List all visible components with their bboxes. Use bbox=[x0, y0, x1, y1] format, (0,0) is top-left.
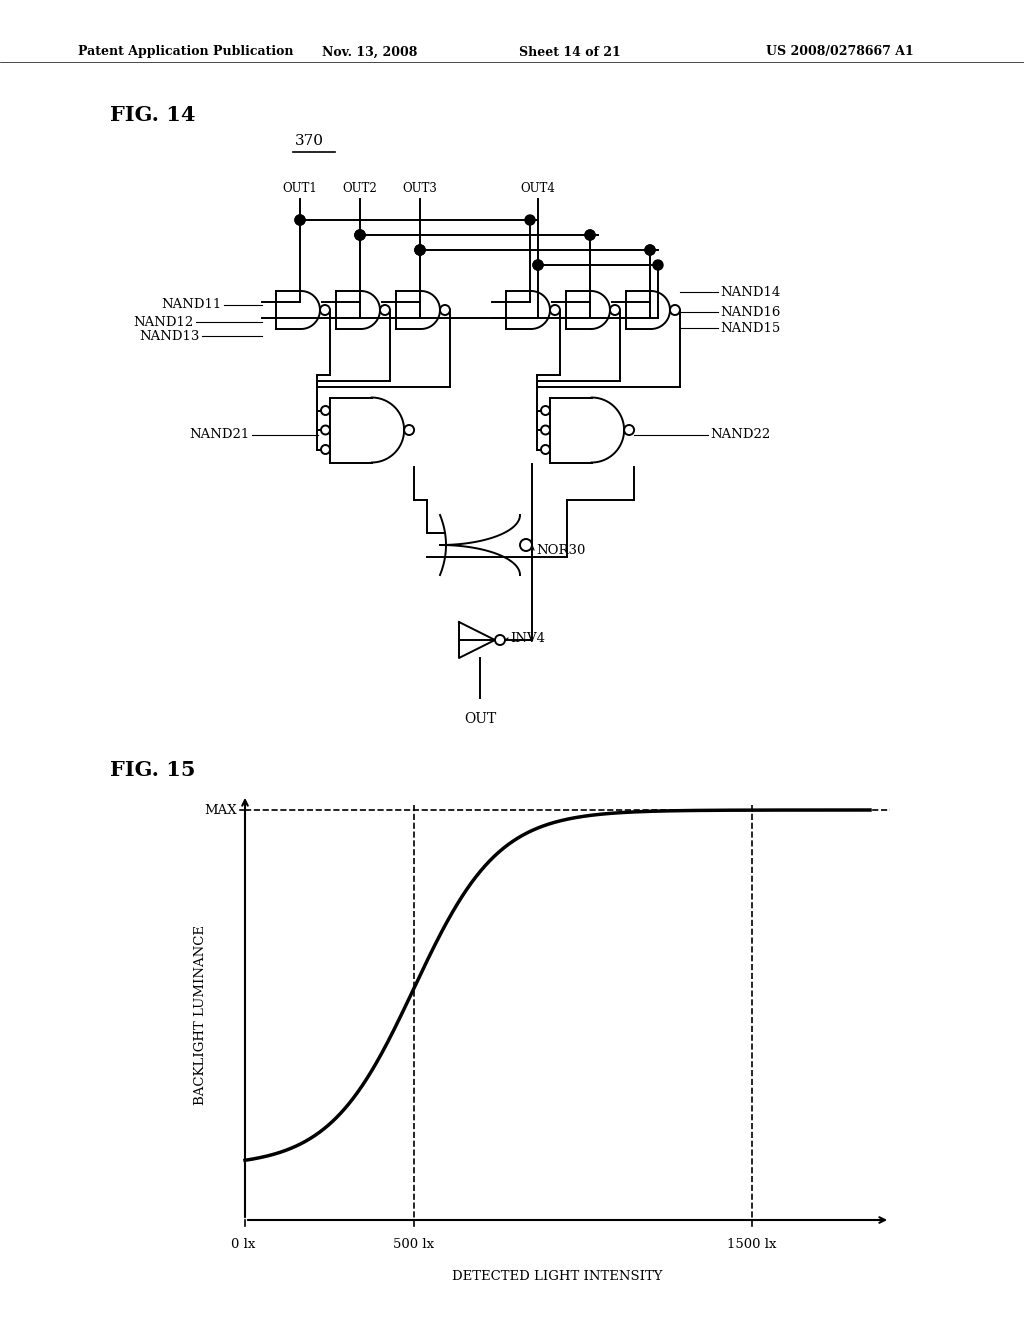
Circle shape bbox=[319, 305, 330, 315]
Text: Sheet 14 of 21: Sheet 14 of 21 bbox=[519, 45, 621, 58]
Text: NAND16: NAND16 bbox=[720, 305, 780, 318]
Circle shape bbox=[610, 305, 620, 315]
Circle shape bbox=[541, 445, 550, 454]
Circle shape bbox=[541, 425, 550, 434]
Text: US 2008/0278667 A1: US 2008/0278667 A1 bbox=[766, 45, 913, 58]
Circle shape bbox=[355, 230, 365, 240]
Text: DETECTED LIGHT INTENSITY: DETECTED LIGHT INTENSITY bbox=[453, 1270, 663, 1283]
Circle shape bbox=[415, 246, 425, 255]
Circle shape bbox=[645, 246, 655, 255]
Text: BACKLIGHT LUMINANCE: BACKLIGHT LUMINANCE bbox=[194, 925, 207, 1105]
Circle shape bbox=[624, 425, 634, 436]
Text: OUT4: OUT4 bbox=[520, 182, 555, 195]
Text: NAND15: NAND15 bbox=[720, 322, 780, 334]
Circle shape bbox=[295, 215, 305, 224]
Text: FIG. 14: FIG. 14 bbox=[110, 106, 196, 125]
Circle shape bbox=[355, 230, 365, 240]
Circle shape bbox=[520, 539, 532, 550]
Text: NAND21: NAND21 bbox=[189, 429, 250, 441]
Circle shape bbox=[534, 260, 543, 271]
Text: OUT3: OUT3 bbox=[402, 182, 437, 195]
Text: OUT1: OUT1 bbox=[283, 182, 317, 195]
Text: NAND12: NAND12 bbox=[134, 315, 194, 329]
Text: Patent Application Publication: Patent Application Publication bbox=[78, 45, 294, 58]
Text: 500 lx: 500 lx bbox=[393, 1238, 434, 1251]
Text: 370: 370 bbox=[295, 135, 324, 148]
Circle shape bbox=[541, 407, 550, 414]
Circle shape bbox=[404, 425, 414, 436]
Circle shape bbox=[534, 260, 543, 271]
Text: FIG. 15: FIG. 15 bbox=[110, 760, 196, 780]
Text: NOR30: NOR30 bbox=[536, 544, 586, 557]
Text: MAX: MAX bbox=[205, 804, 237, 817]
Circle shape bbox=[653, 260, 663, 271]
Circle shape bbox=[550, 305, 560, 315]
Text: NAND22: NAND22 bbox=[710, 429, 770, 441]
Text: 0 lx: 0 lx bbox=[230, 1238, 255, 1251]
Circle shape bbox=[321, 425, 330, 434]
Text: NAND11: NAND11 bbox=[162, 298, 222, 312]
Circle shape bbox=[415, 246, 425, 255]
Text: NAND14: NAND14 bbox=[720, 285, 780, 298]
Circle shape bbox=[645, 246, 655, 255]
Text: Nov. 13, 2008: Nov. 13, 2008 bbox=[323, 45, 418, 58]
Circle shape bbox=[585, 230, 595, 240]
Circle shape bbox=[495, 635, 505, 645]
Circle shape bbox=[415, 246, 425, 255]
Circle shape bbox=[585, 230, 595, 240]
Circle shape bbox=[670, 305, 680, 315]
Circle shape bbox=[525, 215, 535, 224]
Text: OUT: OUT bbox=[464, 711, 496, 726]
Text: 1500 lx: 1500 lx bbox=[727, 1238, 776, 1251]
Text: OUT2: OUT2 bbox=[343, 182, 378, 195]
Text: INV4: INV4 bbox=[510, 631, 545, 644]
Circle shape bbox=[321, 445, 330, 454]
Circle shape bbox=[355, 230, 365, 240]
Text: NAND13: NAND13 bbox=[139, 330, 200, 342]
Circle shape bbox=[321, 407, 330, 414]
Circle shape bbox=[440, 305, 450, 315]
Circle shape bbox=[295, 215, 305, 224]
Circle shape bbox=[380, 305, 390, 315]
